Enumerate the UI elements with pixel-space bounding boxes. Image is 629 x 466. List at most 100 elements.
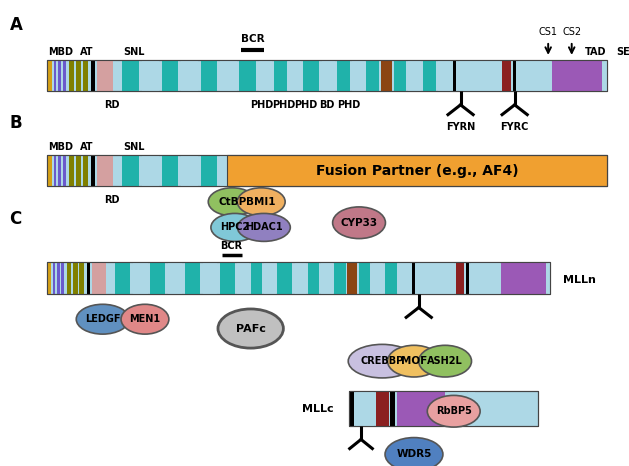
FancyBboxPatch shape [76,60,81,91]
FancyBboxPatch shape [58,60,61,91]
FancyBboxPatch shape [447,391,467,426]
Ellipse shape [208,188,256,216]
Text: CYP33: CYP33 [340,218,377,228]
Text: MOF: MOF [401,356,427,366]
FancyBboxPatch shape [142,155,159,186]
FancyBboxPatch shape [91,60,95,91]
FancyBboxPatch shape [91,155,95,186]
FancyBboxPatch shape [79,262,84,294]
Text: SET: SET [616,47,629,57]
FancyBboxPatch shape [466,262,469,294]
FancyBboxPatch shape [604,60,607,91]
Text: MLLn: MLLn [563,274,596,285]
Text: PHD: PHD [250,100,274,110]
FancyBboxPatch shape [87,262,90,294]
Text: BMI1: BMI1 [247,197,276,207]
FancyBboxPatch shape [277,262,292,294]
Text: MEN1: MEN1 [130,314,160,324]
FancyBboxPatch shape [308,262,320,294]
FancyBboxPatch shape [133,262,148,294]
FancyBboxPatch shape [398,391,445,426]
FancyBboxPatch shape [264,262,276,294]
Text: HPC2: HPC2 [220,222,250,233]
FancyBboxPatch shape [123,155,139,186]
FancyBboxPatch shape [83,155,88,186]
Text: LEDGF: LEDGF [85,314,120,324]
Text: MBD: MBD [48,143,74,152]
Ellipse shape [427,395,480,427]
FancyBboxPatch shape [201,60,217,91]
FancyBboxPatch shape [438,60,450,91]
Text: Fusion Partner (e.g., AF4): Fusion Partner (e.g., AF4) [316,164,518,178]
Text: RD: RD [104,100,120,110]
FancyBboxPatch shape [150,262,165,294]
FancyBboxPatch shape [352,60,365,91]
FancyBboxPatch shape [518,60,550,91]
Ellipse shape [348,344,416,378]
Text: AT: AT [79,143,93,152]
FancyBboxPatch shape [321,262,333,294]
FancyBboxPatch shape [69,155,74,186]
FancyBboxPatch shape [459,60,500,91]
FancyBboxPatch shape [162,60,178,91]
FancyBboxPatch shape [394,60,406,91]
Text: MBD: MBD [48,47,74,57]
FancyBboxPatch shape [552,60,603,91]
Text: CS2: CS2 [562,27,581,37]
FancyBboxPatch shape [76,155,81,186]
FancyBboxPatch shape [468,391,475,426]
FancyBboxPatch shape [48,60,52,91]
Text: CtBP: CtBP [218,197,247,207]
FancyBboxPatch shape [67,262,72,294]
FancyBboxPatch shape [502,60,511,91]
FancyBboxPatch shape [201,155,217,186]
FancyBboxPatch shape [513,60,516,91]
Ellipse shape [237,188,285,216]
Ellipse shape [218,309,284,348]
FancyBboxPatch shape [347,262,357,294]
Text: C: C [9,210,21,228]
FancyBboxPatch shape [58,155,61,186]
Text: HDAC1: HDAC1 [245,222,282,233]
FancyBboxPatch shape [303,60,320,91]
FancyBboxPatch shape [408,60,421,91]
FancyBboxPatch shape [417,262,454,294]
FancyBboxPatch shape [73,262,78,294]
FancyBboxPatch shape [53,60,56,91]
FancyBboxPatch shape [381,60,392,91]
Ellipse shape [385,438,443,466]
Text: FYRN: FYRN [446,122,475,131]
FancyBboxPatch shape [385,262,396,294]
FancyBboxPatch shape [83,60,88,91]
FancyBboxPatch shape [115,262,130,294]
FancyBboxPatch shape [238,262,249,294]
FancyBboxPatch shape [123,60,139,91]
FancyBboxPatch shape [349,391,354,426]
Text: WDR5: WDR5 [396,449,431,459]
FancyBboxPatch shape [274,60,286,91]
FancyBboxPatch shape [203,262,218,294]
FancyBboxPatch shape [240,60,256,91]
Text: MLLc: MLLc [302,404,333,414]
Ellipse shape [387,345,440,377]
FancyBboxPatch shape [181,155,198,186]
Text: SNL: SNL [124,47,145,57]
FancyBboxPatch shape [63,155,65,186]
FancyBboxPatch shape [390,391,396,426]
FancyBboxPatch shape [62,262,64,294]
Ellipse shape [76,304,129,334]
FancyBboxPatch shape [259,60,272,91]
FancyBboxPatch shape [359,262,370,294]
FancyBboxPatch shape [288,60,301,91]
FancyBboxPatch shape [47,262,550,294]
Text: BD: BD [320,100,335,110]
FancyBboxPatch shape [251,262,262,294]
FancyBboxPatch shape [470,262,499,294]
FancyBboxPatch shape [453,60,457,91]
Text: ASH2L: ASH2L [427,356,463,366]
FancyBboxPatch shape [168,262,182,294]
FancyBboxPatch shape [97,60,113,91]
FancyBboxPatch shape [53,262,55,294]
FancyBboxPatch shape [48,262,51,294]
Ellipse shape [211,213,259,241]
